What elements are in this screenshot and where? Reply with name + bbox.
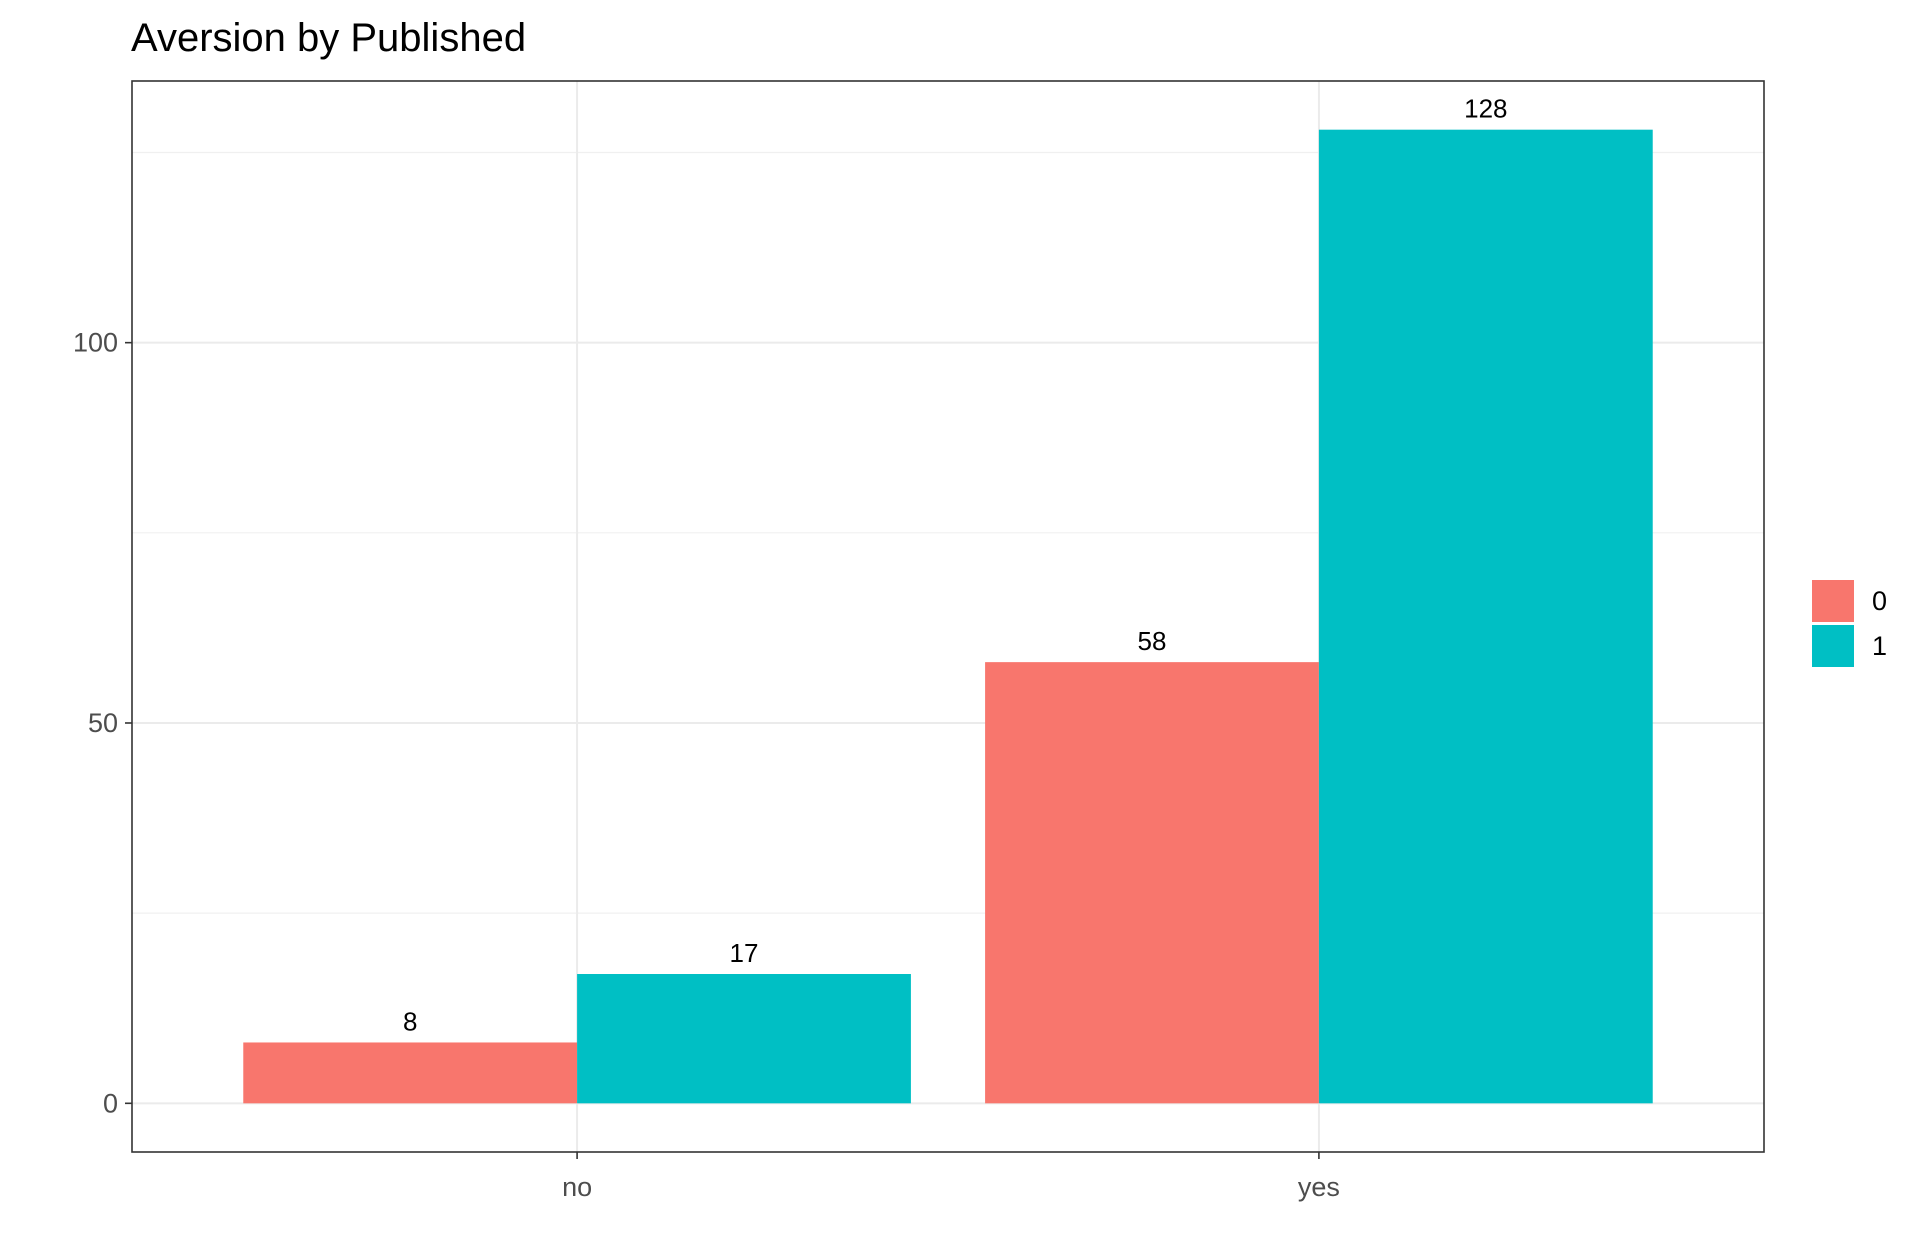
bar xyxy=(577,974,911,1104)
legend-label: 0 xyxy=(1872,586,1887,616)
bar-series xyxy=(243,129,1653,1104)
legend-label: 1 xyxy=(1872,631,1887,661)
legend-key xyxy=(1812,625,1854,667)
x-tick-label: no xyxy=(562,1172,592,1202)
bar-value-label: 17 xyxy=(730,938,759,968)
plot-panel-border xyxy=(131,80,1765,1153)
legend: 01 xyxy=(1812,580,1887,667)
y-tick-label: 0 xyxy=(103,1088,118,1118)
legend-key xyxy=(1812,580,1854,622)
bar xyxy=(1318,129,1653,1104)
axes: 0 50 100 no yes xyxy=(73,328,1340,1202)
chart-title: Aversion by Published xyxy=(131,16,526,60)
y-tick-label: 50 xyxy=(88,708,118,738)
x-tick-label: yes xyxy=(1298,1172,1340,1202)
bar xyxy=(985,662,1319,1104)
y-tick-label: 100 xyxy=(73,328,118,358)
bar-value-label: 128 xyxy=(1464,94,1507,124)
bar-value-label: 58 xyxy=(1138,626,1167,656)
bar xyxy=(243,1042,578,1104)
bar-value-label: 8 xyxy=(403,1006,417,1036)
data-labels: 8 58 17 128 xyxy=(403,94,1508,1037)
